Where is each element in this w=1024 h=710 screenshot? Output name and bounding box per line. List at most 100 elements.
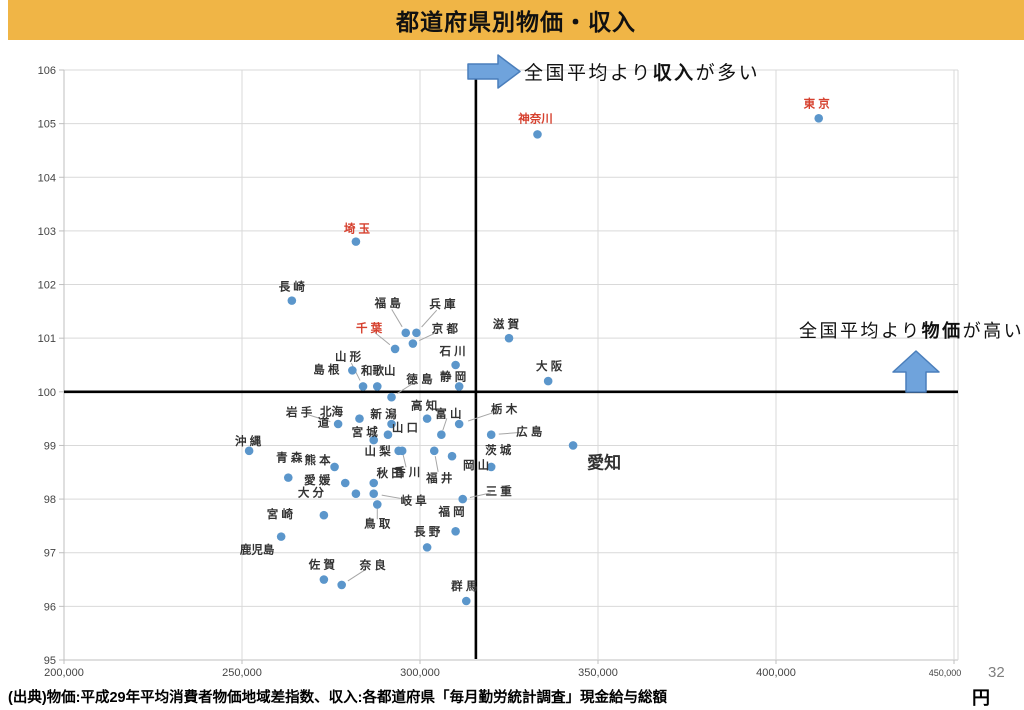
data-label-福島: 福 島 (374, 296, 402, 310)
svg-text:99: 99 (44, 440, 56, 452)
page-title: 都道府県別物価・収入 (396, 9, 636, 35)
data-label-京都: 京 都 (432, 322, 459, 336)
data-label-滋賀: 滋 賀 (493, 317, 520, 331)
data-label-群馬: 群 馬 (450, 579, 477, 593)
data-label-千葉: 千 葉 (356, 321, 383, 335)
data-label-広島: 広 島 (516, 425, 543, 439)
data-point-青森 (283, 473, 293, 482)
data-point-岩手 (333, 419, 343, 429)
svg-text:102: 102 (38, 280, 56, 292)
data-point-福井 (429, 446, 439, 456)
data-point-鹿児島 (276, 532, 286, 541)
data-point-熊本 (330, 462, 339, 472)
data-point-三重 (458, 494, 468, 504)
data-label-茨城: 茨 城 (485, 443, 512, 457)
data-label-東京: 東 京 (804, 96, 831, 110)
data-label-大阪: 大 阪 (536, 359, 563, 373)
svg-text:250,000: 250,000 (222, 667, 262, 679)
data-point-栃木 (454, 419, 464, 429)
data-point-和歌山 (372, 382, 382, 391)
svg-text:104: 104 (38, 172, 56, 184)
svg-text:300,000: 300,000 (400, 667, 440, 679)
data-label-北海道: 北海 (320, 405, 343, 419)
svg-text:400,000: 400,000 (756, 667, 796, 679)
page-number: 32 (988, 664, 1005, 681)
data-point-奈良 (337, 580, 346, 590)
data-point-香川 (397, 446, 407, 456)
svg-text:106: 106 (38, 65, 56, 77)
data-point-福島 (401, 328, 411, 338)
annotation-price-keyword: 物価 (921, 321, 963, 341)
data-label-島根: 島 根 (313, 362, 340, 376)
annotation-income-prefix: 全国平均より (524, 63, 653, 84)
data-point-長崎 (287, 296, 297, 305)
data-point-佐賀 (319, 575, 329, 584)
data-label-佐賀: 佐 賀 (308, 558, 336, 572)
svg-text:103: 103 (38, 226, 56, 238)
data-point-宮崎 (319, 510, 329, 520)
data-label2-北海道: 道 (318, 416, 330, 430)
data-point-岐阜 (369, 489, 379, 499)
data-point-京都 (408, 339, 418, 348)
data-label-宮城: 宮 城 (352, 425, 379, 439)
data-label-秋田: 秋 田 (377, 466, 403, 480)
data-point-秋田 (369, 478, 379, 488)
data-point-山口 (383, 430, 393, 440)
data-point-滋賀 (504, 333, 514, 343)
data-point-島根 (348, 366, 357, 375)
data-point-広島 (486, 430, 496, 440)
data-label-山梨: 山 梨 (365, 444, 392, 458)
data-point-愛媛 (340, 478, 350, 488)
title-bar: 都道府県別物価・収入 (8, 0, 1024, 40)
right-arrow-icon (467, 54, 521, 89)
data-label-新潟: 新 潟 (370, 407, 397, 421)
data-label-埼玉: 埼 玉 (344, 222, 371, 236)
svg-text:97: 97 (44, 548, 56, 560)
source-note: (出典)物価:平成29年平均消費者物価地域差指数、収入:各都道府県「毎月勤労統計… (8, 690, 667, 706)
annotation-price: 全国平均より物価が高い (799, 317, 1024, 343)
annotation-income-keyword: 収入 (652, 63, 696, 84)
data-point-北海道 (355, 414, 364, 423)
data-point-千葉 (390, 344, 400, 354)
data-point-富山 (437, 430, 446, 440)
data-label-長野: 長 野 (414, 525, 441, 538)
data-point-兵庫 (412, 328, 421, 338)
data-point-沖縄 (244, 446, 254, 456)
data-point-徳島 (387, 392, 396, 402)
data-label-岡山: 岡 山 (463, 458, 489, 472)
data-label-沖縄: 沖 縄 (235, 434, 262, 448)
data-label-奈良: 奈 良 (359, 558, 387, 572)
data-label-静岡: 静 岡 (440, 369, 466, 383)
data-label-神奈川: 神奈川 (518, 111, 553, 125)
data-point-埼玉 (351, 237, 361, 246)
data-label-鹿児島: 鹿児島 (240, 543, 275, 557)
data-label-福井: 福 井 (425, 471, 453, 485)
data-point-高知 (422, 414, 432, 423)
data-label-青森: 青 森 (276, 451, 303, 465)
svg-text:350,000: 350,000 (578, 667, 618, 679)
up-arrow-icon (892, 350, 940, 393)
annotation-price-suffix: が高い (962, 321, 1024, 341)
data-point-静岡 (454, 382, 464, 391)
data-point-岡山 (447, 451, 457, 461)
data-label-山形: 山 形 (335, 349, 362, 363)
data-label-高知: 高 知 (411, 399, 437, 413)
data-point-石川 (451, 360, 460, 370)
data-point-大分 (351, 489, 361, 499)
annotation-income: 全国平均より収入が多い (524, 58, 760, 85)
data-label-三重: 三 重 (486, 484, 513, 498)
data-label-富山: 富 山 (435, 407, 461, 421)
data-label-福岡: 福 岡 (437, 504, 464, 518)
data-label-徳島: 徳 島 (405, 372, 433, 386)
svg-text:98: 98 (44, 494, 56, 506)
data-label-長崎: 長 崎 (279, 280, 306, 294)
svg-text:95: 95 (44, 655, 56, 667)
data-point-群馬 (461, 596, 471, 606)
data-label-愛知: 愛知 (587, 452, 621, 472)
data-point-宮城 (369, 435, 379, 445)
data-label-栃木: 栃 木 (491, 402, 518, 416)
annotation-income-suffix: が多い (695, 63, 761, 84)
data-label-鳥取: 鳥 取 (364, 516, 391, 530)
data-point-神奈川 (533, 130, 542, 139)
